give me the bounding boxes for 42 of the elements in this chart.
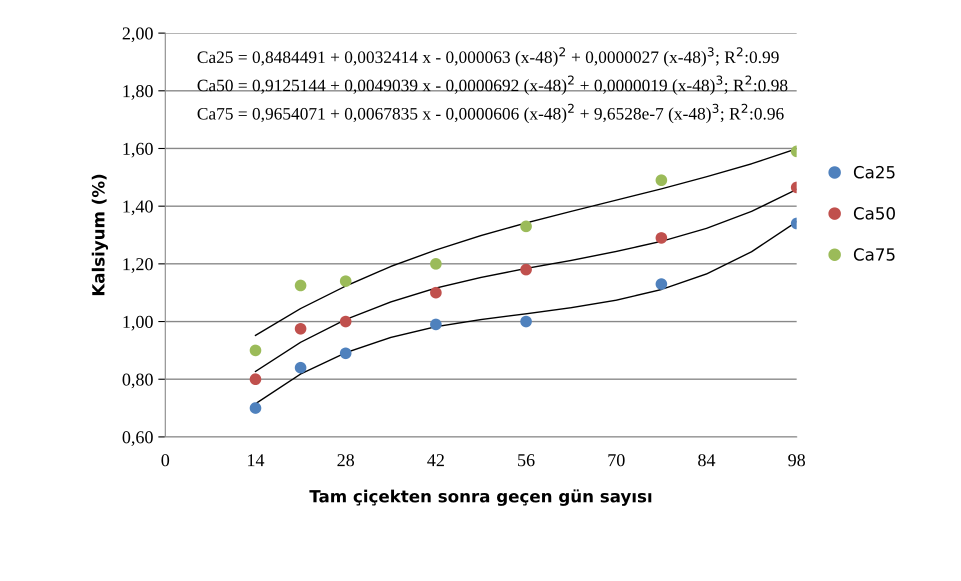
x-tick-label: 84 <box>698 454 716 466</box>
x-axis-title: Tam çiçekten sonra geçen gün sayısı <box>309 489 652 506</box>
point <box>520 316 532 328</box>
point <box>340 275 352 287</box>
x-tick-label: 98 <box>788 454 806 466</box>
annotation: Ca50 = 0,9125144 + 0,0049039 x - 0,0000692 (x-48)$^{2}$ + 0,0000019 (x-48)$^{3}$; R$^{2}$:0.98 <box>198 76 788 95</box>
point <box>656 174 668 186</box>
x-tick-label: 14 <box>248 454 264 466</box>
legend-label: Ca75 <box>854 248 895 261</box>
point <box>340 316 352 328</box>
x-tick-label: 0 <box>161 454 170 466</box>
y-tick-label: 0,60 <box>122 431 153 446</box>
point <box>250 344 262 356</box>
y-axis-title: Kalsiyum (%) <box>92 174 108 296</box>
y-tick-label: 2,00 <box>122 27 153 42</box>
y-tick-label: 1,80 <box>123 85 153 100</box>
y-tick-label: 1,00 <box>123 316 153 331</box>
point <box>340 347 352 360</box>
point <box>294 280 306 292</box>
y-tick-label: 1,20 <box>123 258 153 273</box>
point <box>430 318 442 330</box>
x-tick-label: 56 <box>518 454 535 466</box>
y-tick-label: 1,40 <box>123 200 153 216</box>
x-tick-label: 28 <box>337 454 354 466</box>
x-tick-label: 42 <box>427 454 444 466</box>
point <box>656 278 668 290</box>
point <box>294 322 306 335</box>
legend-label: Ca50 <box>854 207 895 220</box>
point <box>430 286 442 299</box>
point <box>430 258 442 270</box>
annotation: Ca25 = 0,8484491 + 0,0032414 x - 0,000063 (x-48)$^{2}$ + 0,0000027 (x-48)$^{3}$; R$^{2}$:0.99 <box>198 47 779 67</box>
point <box>250 402 262 414</box>
point <box>656 232 668 244</box>
legend-label: Ca25 <box>854 166 895 179</box>
point <box>520 264 532 276</box>
point <box>294 362 306 374</box>
y-tick-label: 0,80 <box>122 373 153 388</box>
y-tick-label: 1,60 <box>123 142 153 158</box>
annotation: Ca75 = 0,9654071 + 0,0067835 x - 0,0000606 (x-48)$^{2}$ + 9,6528e-7 (x-48)$^{3}$; R$^{2}$:0.96 <box>198 104 784 124</box>
point <box>250 373 262 386</box>
point <box>520 220 532 232</box>
x-tick-label: 70 <box>608 454 625 466</box>
